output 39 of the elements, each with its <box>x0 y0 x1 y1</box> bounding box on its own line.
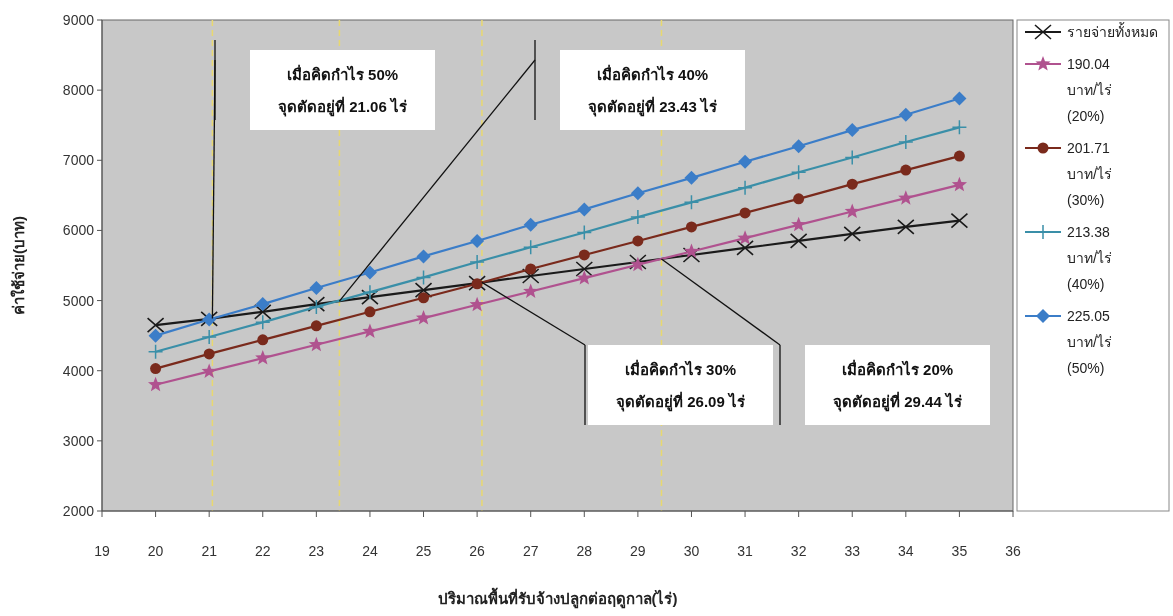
annotation: เมื่อคิดกำไร 20% จุดตัดอยู่ที่ 29.44 ไร่ <box>833 359 963 412</box>
x-tick-label: 26 <box>469 543 486 559</box>
legend-label: รายจ่ายทั้งหมด <box>1067 22 1158 40</box>
y-tick-label: 4000 <box>62 362 95 379</box>
x-tick-label: 23 <box>308 543 325 559</box>
y-tick-label: 6000 <box>62 222 95 239</box>
y-tick-label: 5000 <box>62 292 95 309</box>
x-tick-label: 25 <box>415 543 432 559</box>
x-tick-label: 36 <box>1005 543 1021 559</box>
x-tick-label: 31 <box>737 543 754 559</box>
x-tick-label: 35 <box>951 543 968 559</box>
y-axis-title: ค่าใช้จ่าย(บาท) <box>10 216 27 315</box>
x-tick-label: 34 <box>898 543 914 559</box>
legend-label: 213.38 บาท/ไร่ (40%) <box>1067 224 1112 292</box>
x-tick-label: 29 <box>630 543 646 559</box>
y-tick-label: 3000 <box>62 432 95 449</box>
legend-label: 190.04 บาท/ไร่ (20%) <box>1067 56 1112 124</box>
x-tick-label: 30 <box>683 543 700 559</box>
x-tick-label: 19 <box>94 543 110 559</box>
x-tick-label: 33 <box>844 543 861 559</box>
x-tick-label: 27 <box>522 543 539 559</box>
callout: เมื่อคิดกำไร 30% จุดตัดอยู่ที่ 26.09 ไร่ <box>481 281 773 426</box>
y-tick-label: 7000 <box>62 152 95 169</box>
x-tick-label: 28 <box>576 543 593 559</box>
x-tick-label: 24 <box>362 543 378 559</box>
y-tick-label: 9000 <box>62 12 95 28</box>
annotation: เมื่อคิดกำไร 50% จุดตัดอยู่ที่ 21.06 ไร่ <box>278 64 408 117</box>
x-tick-label: 22 <box>254 543 271 559</box>
annotation: เมื่อคิดกำไร 30% จุดตัดอยู่ที่ 26.09 ไร่ <box>616 359 746 412</box>
annotation: เมื่อคิดกำไร 40% จุดตัดอยู่ที่ 23.43 ไร่ <box>588 64 718 117</box>
x-tick-label: 20 <box>147 543 164 559</box>
y-tick-label: 8000 <box>62 82 95 99</box>
x-axis-title: ปริมาณพื้นที่รับจ้างปลูกต่อฤดูกาล(ไร่) <box>437 587 678 609</box>
x-tick-label: 32 <box>790 543 807 559</box>
legend-label: 201.71 บาท/ไร่ (30%) <box>1067 140 1112 208</box>
y-tick-label: 2000 <box>62 503 95 519</box>
x-tick-label: 21 <box>201 543 218 559</box>
callout: เมื่อคิดกำไร 50% จุดตัดอยู่ที่ 21.06 ไร่ <box>211 39 435 320</box>
legend-label: 225.05 บาท/ไร่ (50%) <box>1067 308 1112 376</box>
